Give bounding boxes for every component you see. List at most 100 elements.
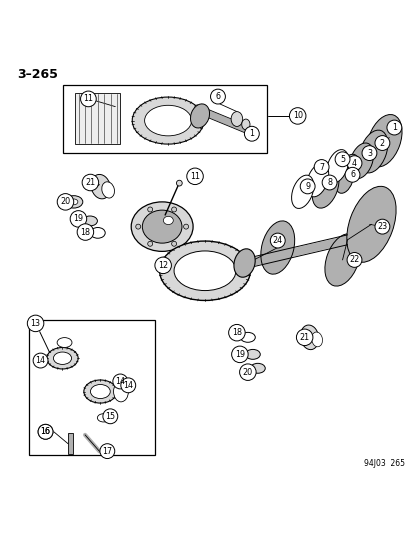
Circle shape [289, 108, 305, 124]
Ellipse shape [349, 143, 373, 179]
Circle shape [321, 175, 336, 190]
Text: 24: 24 [272, 236, 282, 245]
Circle shape [135, 224, 140, 229]
Ellipse shape [324, 234, 359, 286]
Bar [75, 93, 120, 144]
Text: 6: 6 [349, 170, 354, 179]
Circle shape [103, 409, 117, 424]
Text: 11: 11 [190, 172, 199, 181]
Ellipse shape [53, 352, 71, 365]
Bar [63, 85, 266, 153]
Ellipse shape [142, 210, 182, 243]
Ellipse shape [241, 119, 249, 130]
Circle shape [147, 207, 152, 212]
Ellipse shape [159, 241, 250, 301]
Text: 22: 22 [349, 255, 359, 264]
Circle shape [38, 424, 53, 439]
Text: 8: 8 [326, 178, 331, 187]
Text: 16: 16 [40, 427, 50, 437]
Ellipse shape [190, 104, 209, 128]
Text: 7: 7 [318, 163, 323, 172]
Ellipse shape [163, 216, 173, 224]
Text: 21: 21 [299, 333, 309, 342]
Ellipse shape [69, 199, 78, 205]
Circle shape [147, 241, 152, 246]
Ellipse shape [82, 216, 97, 226]
Text: 6: 6 [215, 92, 220, 101]
Text: 18: 18 [231, 328, 241, 337]
Text: 14: 14 [123, 381, 133, 390]
Text: 4: 4 [351, 159, 356, 168]
Text: 3–265: 3–265 [17, 68, 58, 80]
Circle shape [296, 329, 312, 345]
Ellipse shape [230, 111, 242, 126]
Circle shape [231, 346, 247, 362]
Ellipse shape [366, 115, 401, 167]
Bar [28, 319, 155, 455]
Circle shape [171, 207, 176, 212]
Ellipse shape [144, 106, 191, 136]
Text: 5: 5 [339, 155, 344, 164]
Ellipse shape [326, 150, 348, 183]
Text: 19: 19 [234, 350, 244, 359]
Circle shape [81, 91, 96, 107]
Ellipse shape [240, 333, 255, 342]
Text: 14: 14 [36, 356, 45, 365]
Ellipse shape [57, 337, 72, 348]
Text: 20: 20 [60, 197, 70, 206]
Circle shape [386, 120, 401, 135]
Text: 17: 17 [102, 447, 112, 456]
Ellipse shape [346, 187, 395, 262]
Circle shape [228, 325, 244, 341]
Ellipse shape [47, 348, 78, 369]
Ellipse shape [113, 381, 128, 402]
Ellipse shape [90, 228, 105, 238]
Ellipse shape [291, 175, 313, 208]
Ellipse shape [335, 167, 353, 193]
Text: 14: 14 [115, 377, 125, 386]
Text: 20: 20 [242, 368, 252, 377]
Circle shape [82, 174, 98, 191]
Ellipse shape [102, 182, 114, 198]
Text: 10: 10 [292, 111, 302, 120]
Ellipse shape [233, 249, 254, 277]
Circle shape [299, 179, 314, 194]
Circle shape [100, 443, 114, 458]
Circle shape [77, 224, 93, 240]
Text: 21: 21 [85, 178, 95, 187]
Ellipse shape [132, 97, 204, 144]
Circle shape [346, 156, 361, 171]
Circle shape [270, 233, 285, 248]
Ellipse shape [97, 414, 109, 422]
Ellipse shape [311, 332, 322, 347]
Text: 94J03  265: 94J03 265 [363, 459, 404, 468]
Ellipse shape [260, 221, 294, 274]
Text: 12: 12 [158, 261, 168, 270]
Circle shape [57, 193, 74, 210]
Circle shape [334, 152, 349, 167]
Circle shape [183, 224, 188, 229]
Circle shape [27, 315, 44, 332]
Text: 2: 2 [379, 139, 384, 148]
Circle shape [361, 146, 376, 160]
Text: 15: 15 [105, 412, 115, 421]
Circle shape [239, 364, 256, 381]
Circle shape [374, 135, 389, 150]
Circle shape [121, 378, 135, 393]
Text: 18: 18 [80, 228, 90, 237]
Ellipse shape [91, 174, 110, 199]
Circle shape [113, 374, 127, 389]
Text: 19: 19 [73, 214, 83, 223]
Bar [68, 433, 73, 454]
Ellipse shape [250, 364, 265, 373]
Circle shape [171, 241, 176, 246]
Circle shape [244, 126, 259, 141]
Circle shape [70, 211, 86, 227]
Ellipse shape [339, 154, 358, 183]
Ellipse shape [64, 196, 83, 208]
Circle shape [176, 180, 182, 186]
Ellipse shape [311, 168, 338, 208]
Text: 23: 23 [376, 222, 387, 231]
Circle shape [374, 219, 389, 234]
Text: 3: 3 [366, 149, 371, 158]
